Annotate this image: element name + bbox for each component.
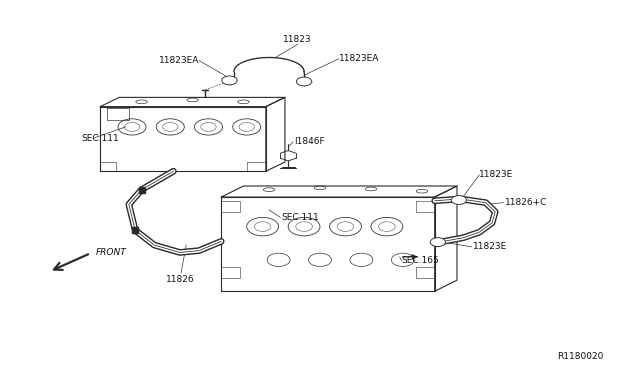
Text: SEC.111: SEC.111	[81, 134, 119, 142]
Text: I1846F: I1846F	[294, 137, 325, 146]
Text: 11823E: 11823E	[473, 243, 507, 251]
Text: 11823EA: 11823EA	[339, 54, 380, 63]
Text: 11823E: 11823E	[479, 170, 513, 179]
Circle shape	[296, 77, 312, 86]
Text: 11826: 11826	[166, 275, 194, 284]
Circle shape	[430, 238, 445, 247]
Circle shape	[451, 196, 467, 205]
Text: SEC.111: SEC.111	[282, 213, 319, 222]
Text: FRONT: FRONT	[96, 248, 127, 257]
Text: 11823: 11823	[284, 35, 312, 44]
Text: 11826+C: 11826+C	[505, 198, 547, 207]
Text: SEC.165: SEC.165	[401, 256, 438, 265]
Circle shape	[222, 76, 237, 85]
Text: 11823EA: 11823EA	[159, 56, 199, 65]
Text: R1180020: R1180020	[557, 352, 604, 361]
